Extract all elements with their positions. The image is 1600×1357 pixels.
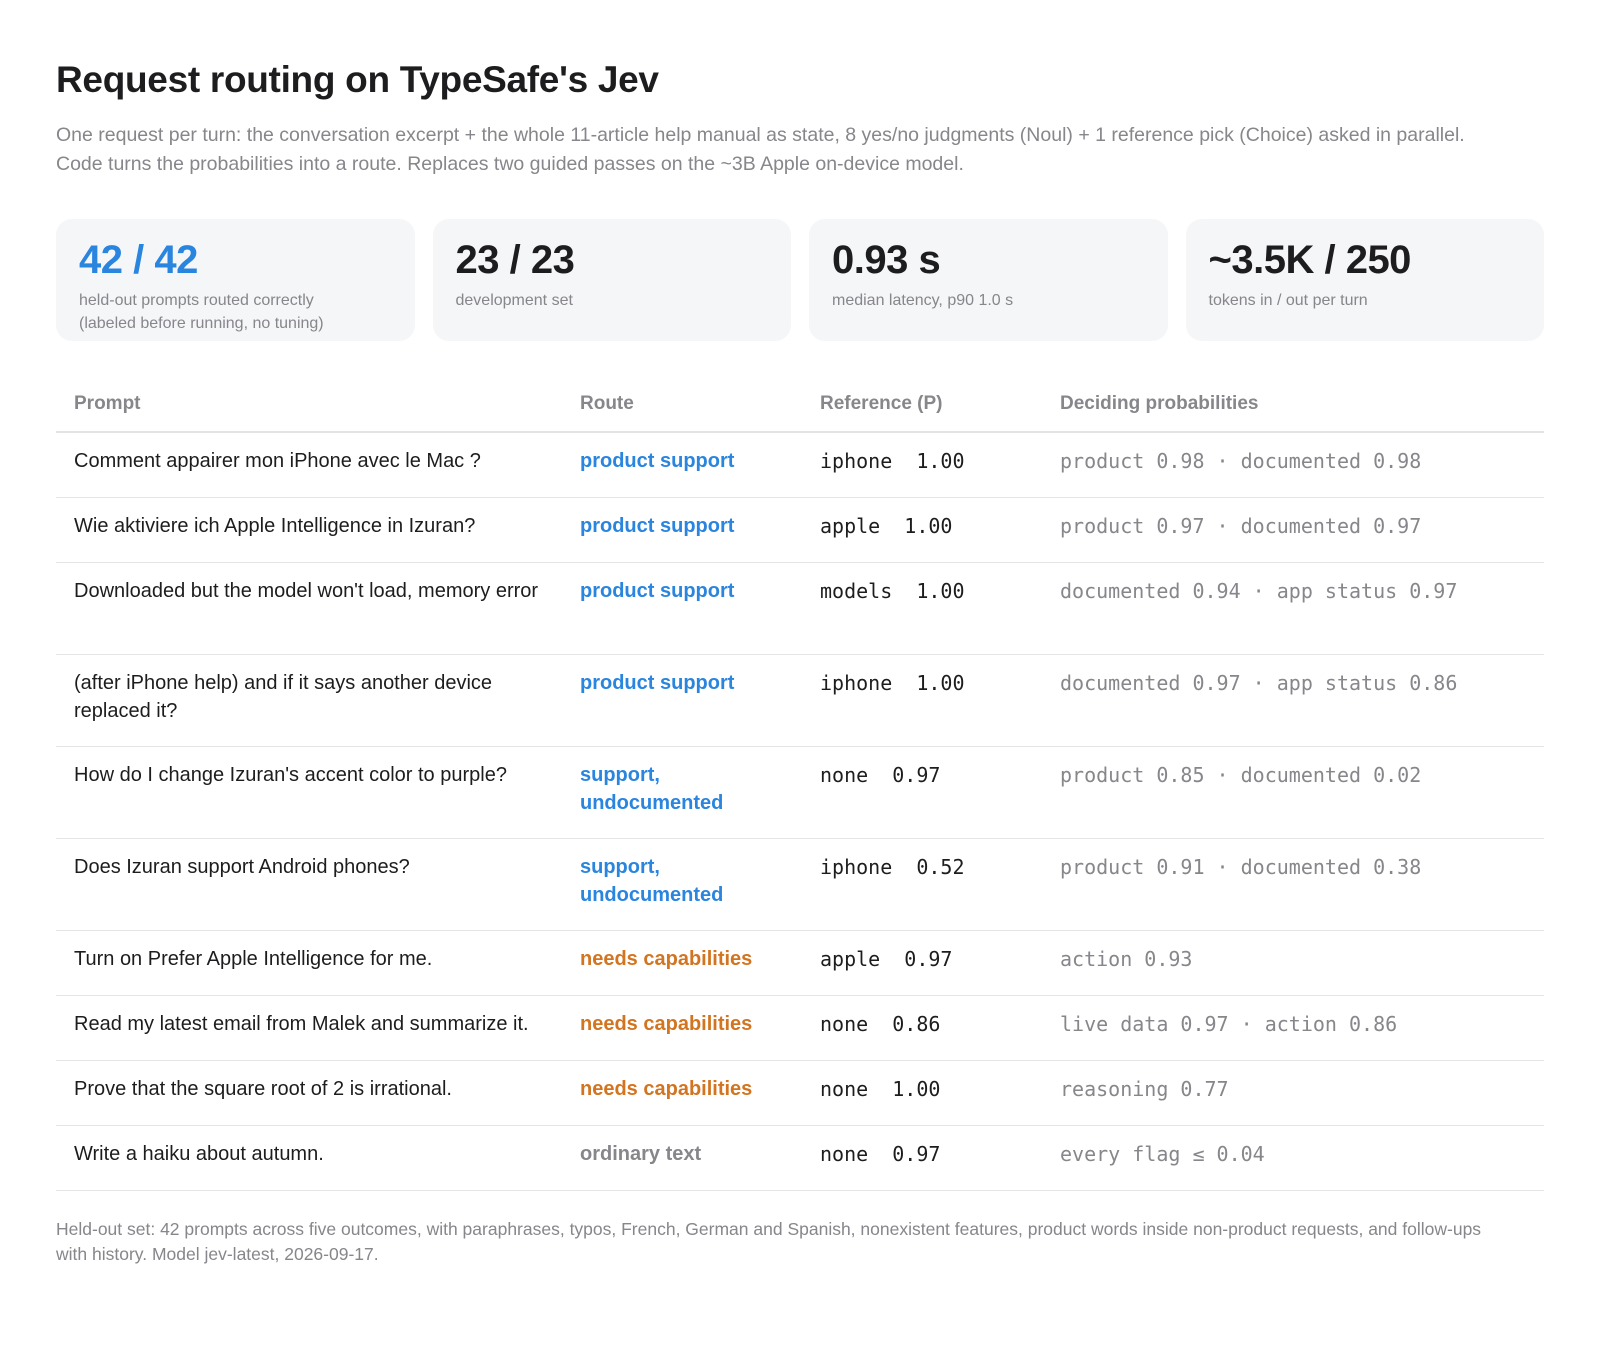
cell-probabilities: reasoning 0.77 — [1042, 1060, 1544, 1126]
stat-label-line: (labeled before running, no tuning) — [79, 315, 324, 332]
cell-route: needs capabilities — [562, 930, 802, 996]
cell-prompt: Downloaded but the model won't load, mem… — [56, 562, 562, 655]
cell-reference: models 1.00 — [802, 562, 1042, 655]
cell-route: product support — [562, 432, 802, 498]
column-header-reference: Reference (P) — [802, 379, 1042, 433]
cell-prompt: Read my latest email from Malek and summ… — [56, 995, 562, 1061]
cell-prompt: Wie aktiviere ich Apple Intelligence in … — [56, 497, 562, 563]
cell-route: product support — [562, 562, 802, 655]
stats-row: 42 / 42 held-out prompts routed correctl… — [56, 219, 1544, 341]
stat-label-line: development set — [455, 292, 573, 309]
stat-label-line: tokens in / out per turn — [1208, 292, 1368, 309]
cell-probabilities: documented 0.94 · app status 0.97 — [1042, 562, 1544, 655]
table-body: Comment appairer mon iPhone avec le Mac … — [56, 432, 1544, 1191]
cell-prompt: Does Izuran support Android phones? — [56, 838, 562, 931]
stat-label: development set — [456, 289, 769, 312]
cell-prompt: (after iPhone help) and if it says anoth… — [56, 654, 562, 747]
table-row: Prove that the square root of 2 is irrat… — [56, 1060, 1544, 1126]
stat-label-line: median latency, p90 1.0 s — [832, 292, 1014, 309]
cell-route: product support — [562, 654, 802, 747]
cell-route: support, undocumented — [562, 746, 802, 839]
cell-route: needs capabilities — [562, 1060, 802, 1126]
cell-prompt: Comment appairer mon iPhone avec le Mac … — [56, 432, 562, 498]
cell-probabilities: product 0.98 · documented 0.98 — [1042, 432, 1544, 498]
cell-route: product support — [562, 497, 802, 563]
cell-reference: none 0.86 — [802, 995, 1042, 1061]
page-subtitle: One request per turn: the conversation e… — [56, 124, 1465, 175]
table-row: Comment appairer mon iPhone avec le Mac … — [56, 432, 1544, 498]
cell-probabilities: product 0.85 · documented 0.02 — [1042, 746, 1544, 839]
table-row: Read my latest email from Malek and summ… — [56, 995, 1544, 1061]
routing-table: Prompt Route Reference (P) Deciding prob… — [56, 379, 1544, 1191]
cell-route: ordinary text — [562, 1125, 802, 1191]
table-header-row: Prompt Route Reference (P) Deciding prob… — [56, 379, 1544, 433]
stat-label: median latency, p90 1.0 s — [832, 289, 1145, 312]
cell-reference: apple 1.00 — [802, 497, 1042, 563]
cell-probabilities: product 0.97 · documented 0.97 — [1042, 497, 1544, 563]
cell-probabilities: action 0.93 — [1042, 930, 1544, 996]
cell-reference: iphone 1.00 — [802, 432, 1042, 498]
cell-reference: iphone 1.00 — [802, 654, 1042, 747]
column-header-route: Route — [562, 379, 802, 433]
stat-label-line: held-out prompts routed correctly — [79, 292, 314, 309]
stat-label: tokens in / out per turn — [1209, 289, 1522, 312]
stat-card-tokens: ~3.5K / 250 tokens in / out per turn — [1185, 219, 1544, 341]
cell-probabilities: every flag ≤ 0.04 — [1042, 1125, 1544, 1191]
cell-reference: iphone 0.52 — [802, 838, 1042, 931]
stat-card-latency: 0.93 s median latency, p90 1.0 s — [809, 219, 1168, 341]
cell-route: support, undocumented — [562, 838, 802, 931]
page: Request routing on TypeSafe's Jev One re… — [56, 59, 1544, 1264]
cell-route: needs capabilities — [562, 995, 802, 1061]
stat-value: ~3.5K / 250 — [1208, 238, 1412, 282]
cell-reference: none 1.00 — [802, 1060, 1042, 1126]
cell-reference: apple 0.97 — [802, 930, 1042, 996]
table-row: (after iPhone help) and if it says anoth… — [56, 654, 1544, 747]
page-title: Request routing on TypeSafe's Jev — [56, 59, 659, 100]
cell-reference: none 0.97 — [802, 1125, 1042, 1191]
cell-prompt: How do I change Izuran's accent color to… — [56, 746, 562, 839]
table-row: Does Izuran support Android phones? suppo… — [56, 838, 1544, 931]
column-header-probabilities: Deciding probabilities — [1042, 379, 1544, 433]
cell-probabilities: product 0.91 · documented 0.38 — [1042, 838, 1544, 931]
cell-prompt: Turn on Prefer Apple Intelligence for me… — [56, 930, 562, 996]
cell-probabilities: live data 0.97 · action 0.86 — [1042, 995, 1544, 1061]
table-row: Wie aktiviere ich Apple Intelligence in … — [56, 497, 1544, 563]
stat-value: 23 / 23 — [455, 238, 575, 282]
stat-card-heldout: 42 / 42 held-out prompts routed correctl… — [56, 219, 415, 341]
table-row: Write a haiku about autumn. ordinary text… — [56, 1125, 1544, 1191]
footer-note: Held-out set: 42 prompts across five out… — [56, 1218, 1482, 1264]
column-header-prompt: Prompt — [56, 379, 562, 433]
table-row: How do I change Izuran's accent color to… — [56, 746, 1544, 839]
stat-label: held-out prompts routed correctly (label… — [79, 289, 392, 335]
cell-probabilities: documented 0.97 · app status 0.86 — [1042, 654, 1544, 747]
cell-reference: none 0.97 — [802, 746, 1042, 839]
cell-prompt: Write a haiku about autumn. — [56, 1125, 562, 1191]
table-row: Downloaded but the model won't load, mem… — [56, 562, 1544, 655]
cell-prompt: Prove that the square root of 2 is irrat… — [56, 1060, 562, 1126]
stat-value: 0.93 s — [832, 238, 941, 282]
stat-value: 42 / 42 — [79, 238, 198, 282]
table-row: Turn on Prefer Apple Intelligence for me… — [56, 930, 1544, 996]
stat-card-development: 23 / 23 development set — [432, 219, 791, 341]
